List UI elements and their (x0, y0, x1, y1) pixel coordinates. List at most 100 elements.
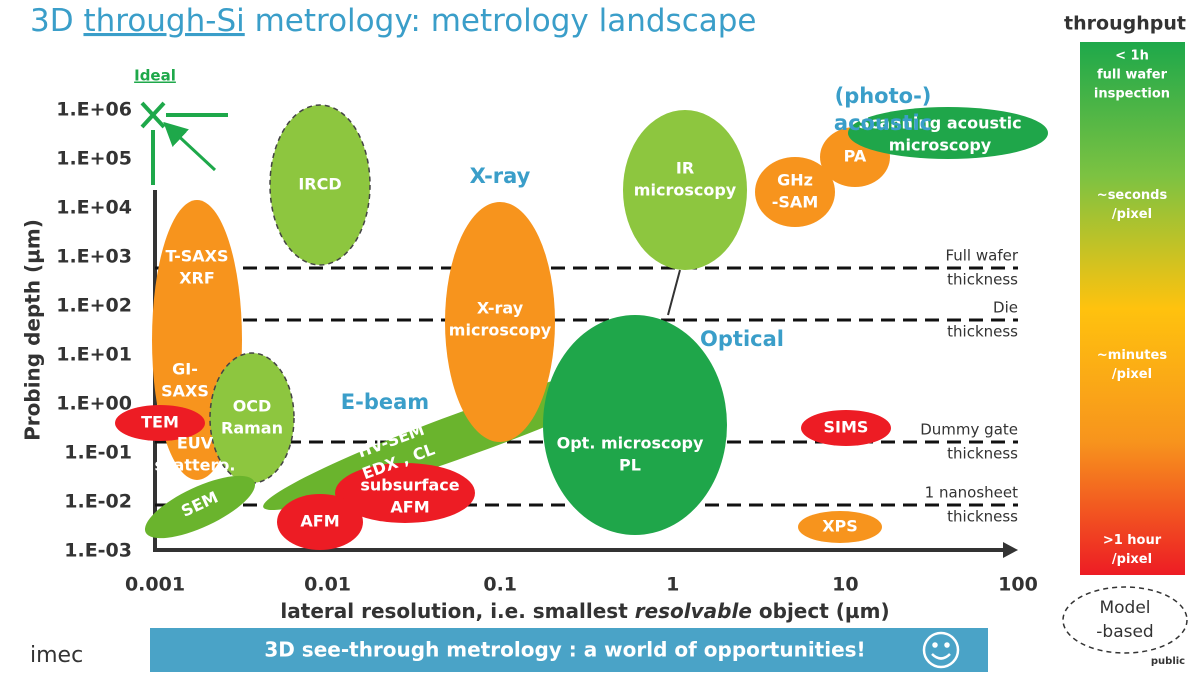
region-label: GI- (172, 360, 198, 379)
x-tick-label: 0.001 (125, 574, 185, 596)
region-label: microscopy (449, 321, 552, 340)
region-label-group: T-SAXS XRF (166, 247, 229, 288)
technique-region (798, 511, 882, 543)
throughput-level: ~seconds (1097, 188, 1168, 203)
region-label: EUV (177, 434, 214, 453)
throughput-level: /pixel (1112, 367, 1152, 382)
threshold-label: 1 nanosheet (925, 484, 1018, 502)
region-label: AFM (300, 512, 339, 531)
region-label-group: SIMS (824, 418, 869, 437)
model-based-label: -based (1096, 622, 1153, 642)
threshold-label: thickness (947, 508, 1018, 526)
region-label: -SAM (772, 193, 818, 212)
technique-region (848, 107, 1048, 159)
x-tick-label: 10 (832, 574, 858, 596)
region-label-group: IR microscopy (634, 159, 737, 200)
region-label-group: EUV scattero. (155, 434, 236, 475)
throughput-level: /pixel (1112, 552, 1152, 567)
model-based-marker (1062, 586, 1188, 654)
region-label-group: PA (844, 147, 867, 166)
region-label-group: IRCD (298, 175, 341, 194)
y-tick-label: 1.E+02 (56, 295, 132, 317)
region-label: AFM (390, 498, 429, 517)
region-label: Opt. microscopy (557, 434, 704, 453)
region-label: IR (676, 159, 694, 178)
title: 3D through-Si metrology: metrology lands… (30, 3, 757, 39)
throughput-level: full wafer (1097, 68, 1168, 83)
y-tick-label: 1.E+00 (56, 393, 132, 415)
group-label: Optical (700, 327, 784, 351)
throughput-level: < 1h (1115, 49, 1149, 64)
region-label-group: GHz -SAM (772, 171, 818, 212)
technique-region (335, 463, 475, 523)
x-tick-label: 0.1 (483, 574, 517, 596)
ideal-label: Ideal (134, 67, 176, 85)
banner (150, 628, 988, 672)
y-tick-label: 1.E+01 (56, 344, 132, 366)
throughput-level: /pixel (1112, 207, 1152, 222)
region-label: OCD (233, 397, 272, 416)
region-label: PA (844, 147, 867, 166)
region-label: subsurface (360, 476, 459, 495)
y-tick-label: 1.E-02 (64, 491, 132, 513)
model-based-label: Model (1099, 598, 1150, 618)
region-label-group: subsurface AFM (360, 476, 459, 517)
region-label: XRF (179, 269, 215, 288)
region-label: T-SAXS (166, 247, 229, 266)
banner-text: 3D see-through metrology : a world of op… (264, 638, 865, 662)
x-tick-label: 100 (998, 574, 1038, 596)
technique-region (755, 157, 835, 227)
region-label-group: Scanning acoustic microscopy (858, 114, 1021, 155)
region-label-group: AFM (300, 512, 339, 531)
region-label: microscopy (889, 136, 992, 155)
group-label: acoustic (834, 111, 932, 135)
region-label: scattero. (155, 456, 236, 475)
threshold-label: thickness (947, 445, 1018, 463)
throughput-level: inspection (1094, 87, 1170, 102)
region-label-group: TEM (141, 413, 179, 432)
region-label-group: X-ray microscopy (449, 299, 552, 340)
y-axis-label: Probing depth (µm) (21, 219, 45, 441)
threshold-label: Dummy gate (920, 421, 1018, 439)
ideal-marker (140, 101, 228, 185)
classification: public (1151, 656, 1185, 667)
technique-region (277, 494, 363, 550)
y-tick-label: 1.E-01 (64, 442, 132, 464)
region-label: X-ray (477, 299, 524, 318)
region-label-group: XPS (822, 517, 858, 536)
y-tick-label: 1.E+03 (56, 246, 132, 268)
region-label: XPS (822, 517, 858, 536)
technique-region (445, 202, 555, 442)
region-label: SIMS (824, 418, 869, 437)
plot: 1.E+06 1.E+05 1.E+04 1.E+03 1.E+02 1.E+01 1.E+… (56, 84, 1048, 596)
region-label: TEM (141, 413, 179, 432)
group-label: E-beam (341, 390, 429, 414)
x-tick-label: 1 (666, 574, 679, 596)
region-label: Raman (221, 419, 283, 438)
throughput-level: >1 hour (1103, 533, 1162, 548)
y-tick-label: 1.E-03 (64, 540, 132, 562)
group-label: X-ray (470, 164, 531, 188)
throughput-title: throughput (1064, 13, 1186, 35)
technique-region (115, 405, 205, 441)
region-label-group: OCD Raman (221, 397, 283, 438)
throughput-bar (1080, 42, 1185, 575)
region-label: PL (619, 456, 641, 475)
region-label: SAXS (161, 382, 209, 401)
x-tick-label: 0.01 (304, 574, 351, 596)
y-tick-label: 1.E+06 (56, 99, 132, 121)
region-label: Scanning acoustic (858, 114, 1021, 133)
connector (667, 269, 681, 316)
threshold-label: Full wafer (945, 247, 1018, 265)
y-tick-label: 1.E+04 (56, 197, 132, 219)
threshold-label: thickness (947, 323, 1018, 341)
y-tick-label: 1.E+05 (56, 148, 132, 170)
logo: imec (30, 643, 83, 668)
x-axis-arrow (1003, 542, 1018, 558)
region-label: microscopy (634, 181, 737, 200)
threshold-label: thickness (947, 271, 1018, 289)
throughput-level: ~minutes (1097, 348, 1167, 363)
technique-region (623, 110, 747, 270)
smiley (922, 631, 960, 669)
